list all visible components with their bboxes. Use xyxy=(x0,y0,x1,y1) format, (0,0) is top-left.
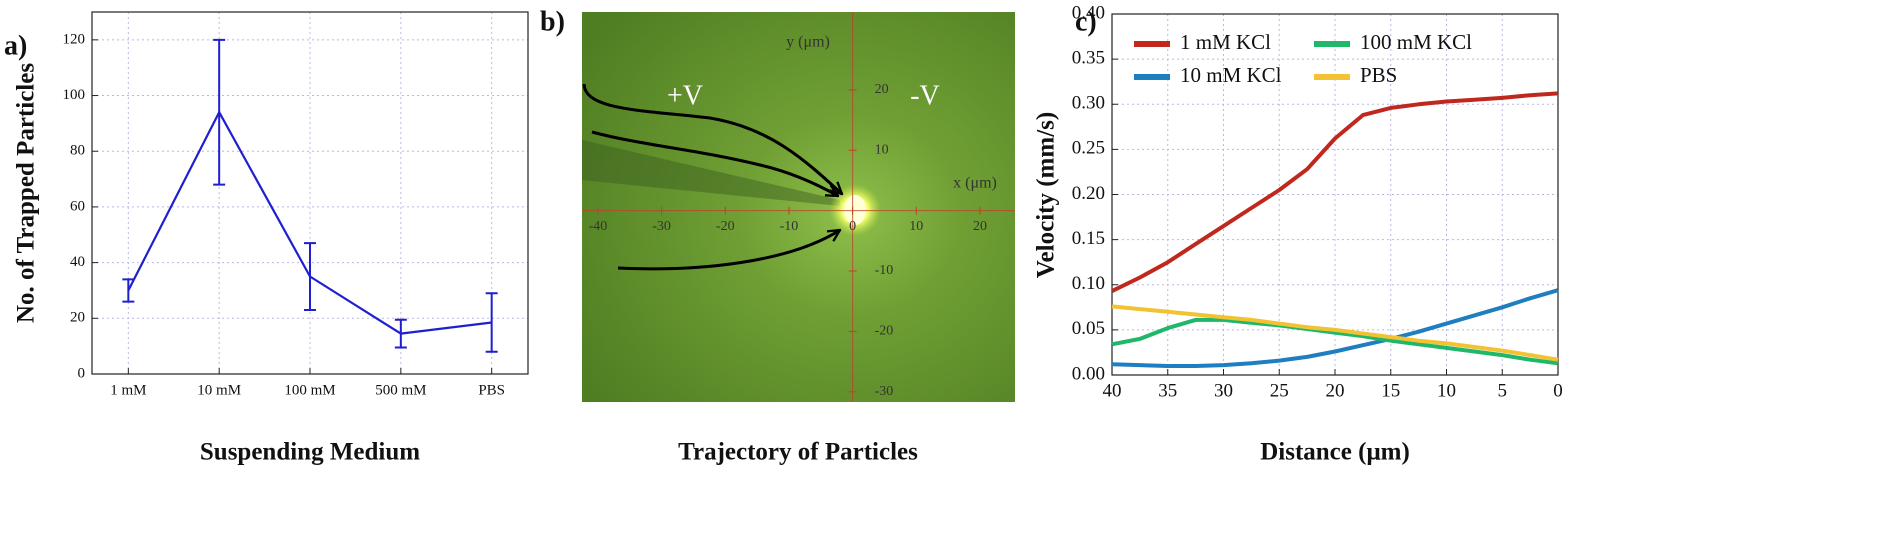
y-tick-label: 80 xyxy=(70,143,85,159)
data-line xyxy=(1111,304,1559,362)
plot-frame xyxy=(91,11,529,375)
legend-label: PBS xyxy=(1360,63,1397,87)
y-tick-label: 40 xyxy=(70,254,85,270)
x-tick-label: -30 xyxy=(652,219,671,234)
y-tick-label: 20 xyxy=(70,310,85,326)
y-tick-label: 0.40 xyxy=(1072,2,1105,23)
y-tick-label: 120 xyxy=(63,31,86,47)
legend-label: 100 mM KCl xyxy=(1360,30,1472,54)
panel-label: c) xyxy=(1075,6,1097,37)
data-line xyxy=(1111,317,1559,366)
error-bar xyxy=(394,318,407,349)
y-tick-label: 0.00 xyxy=(1072,363,1105,384)
y-tick-label: 0.20 xyxy=(1072,183,1105,204)
y-tick-label: 0.25 xyxy=(1072,138,1105,159)
error-bar xyxy=(304,242,316,311)
x-tick-label: 500 mM xyxy=(375,382,426,398)
x-tick-label: 1 mM xyxy=(110,382,146,398)
voltage-label: -V xyxy=(910,80,940,111)
x-tick-label: -10 xyxy=(780,219,799,234)
x-axis-name: x (μm) xyxy=(953,175,997,192)
x-tick-label: 40 xyxy=(1103,380,1122,401)
legend-label: 1 mM KCl xyxy=(1180,30,1271,54)
y-axis-name: y (μm) xyxy=(786,34,830,51)
panel-label: a) xyxy=(4,30,27,61)
y-tick-label: 60 xyxy=(70,198,85,214)
x-tick-label: 25 xyxy=(1270,380,1289,401)
y-tick-label: -20 xyxy=(875,324,894,339)
y-tick-label: 0 xyxy=(78,365,86,381)
x-tick-label: 10 xyxy=(1437,380,1456,401)
panel-label: b) xyxy=(540,6,565,37)
x-tick-label: 10 xyxy=(909,219,923,234)
y-axis-label: No. of Trapped Particles xyxy=(13,63,40,323)
y-tick-label: -10 xyxy=(875,263,894,278)
y-tick-label: -30 xyxy=(875,384,894,399)
x-tick-label: 0 xyxy=(1553,380,1563,401)
x-tick-label: 20 xyxy=(973,219,987,234)
y-tick-label: 100 xyxy=(63,87,86,103)
y-tick-label: 0.30 xyxy=(1072,93,1105,114)
x-tick-label: 15 xyxy=(1381,380,1400,401)
data-line xyxy=(1111,288,1559,368)
x-tick-label: 30 xyxy=(1214,380,1233,401)
error-bar xyxy=(213,38,226,186)
y-tick-label: 0.35 xyxy=(1072,47,1105,68)
x-tick-label: 10 mM xyxy=(197,382,241,398)
x-tick-label: 5 xyxy=(1498,380,1508,401)
x-tick-label: 100 mM xyxy=(284,382,335,398)
y-tick-label: 0.05 xyxy=(1072,318,1105,339)
voltage-label: +V xyxy=(667,80,703,111)
error-bar xyxy=(122,278,135,303)
data-line xyxy=(1111,91,1559,293)
error-bar xyxy=(485,292,498,353)
legend-label: 10 mM KCl xyxy=(1180,63,1282,87)
x-tick-label: -20 xyxy=(716,219,735,234)
microscope-image xyxy=(582,12,1015,402)
y-tick-label: 20 xyxy=(875,82,889,97)
x-axis-label: Suspending Medium xyxy=(200,439,420,466)
y-tick-label: 0.15 xyxy=(1072,228,1105,249)
x-tick-label: 0 xyxy=(849,219,856,234)
y-tick-label: 10 xyxy=(875,142,889,157)
x-tick-label: 20 xyxy=(1326,380,1345,401)
x-tick-label: PBS xyxy=(478,382,505,398)
y-axis-label: Velocity (mm/s) xyxy=(1033,112,1060,278)
plot-frame xyxy=(1111,13,1559,376)
x-tick-label: 35 xyxy=(1158,380,1177,401)
y-tick-label: 0.10 xyxy=(1072,273,1105,294)
x-axis-label: Distance (μm) xyxy=(1260,439,1410,466)
trajectory-arrows xyxy=(582,83,842,271)
x-tick-label: -40 xyxy=(589,219,608,234)
x-axis-label: Trajectory of Particles xyxy=(678,439,918,466)
